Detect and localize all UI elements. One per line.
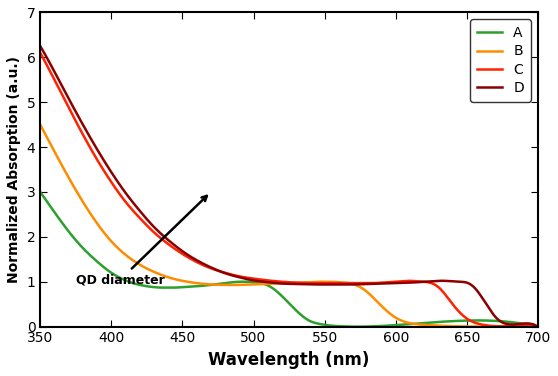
A	[326, 323, 333, 328]
D	[326, 282, 333, 287]
Text: QD diameter: QD diameter	[76, 196, 207, 286]
Y-axis label: Normalized Absorption (a.u.): Normalized Absorption (a.u.)	[7, 56, 21, 283]
B	[326, 279, 333, 284]
C	[535, 324, 541, 329]
D	[68, 100, 74, 105]
B	[354, 284, 360, 288]
A	[37, 190, 44, 194]
D	[415, 280, 421, 284]
C	[326, 281, 333, 285]
X-axis label: Wavelength (nm): Wavelength (nm)	[208, 351, 370, 369]
B	[415, 322, 421, 327]
A	[350, 324, 357, 329]
C	[339, 281, 346, 285]
B	[68, 179, 74, 183]
A	[354, 324, 361, 329]
Legend: A, B, C, D: A, B, C, D	[470, 20, 531, 102]
D	[465, 281, 472, 286]
A	[339, 324, 346, 329]
C	[415, 279, 421, 284]
C	[354, 281, 360, 285]
A	[68, 232, 74, 237]
Line: B: B	[40, 125, 538, 327]
A	[415, 321, 422, 326]
C	[37, 51, 44, 55]
C	[465, 318, 472, 322]
B	[478, 324, 484, 329]
A	[466, 318, 473, 323]
D	[354, 282, 360, 287]
B	[465, 324, 472, 329]
Line: C: C	[40, 53, 538, 327]
D	[37, 44, 44, 49]
C	[68, 109, 74, 114]
Line: A: A	[40, 192, 538, 327]
D	[535, 324, 541, 329]
A	[535, 324, 541, 329]
B	[535, 324, 541, 329]
B	[339, 280, 346, 285]
B	[37, 123, 44, 127]
D	[339, 282, 346, 287]
Line: D: D	[40, 46, 538, 327]
